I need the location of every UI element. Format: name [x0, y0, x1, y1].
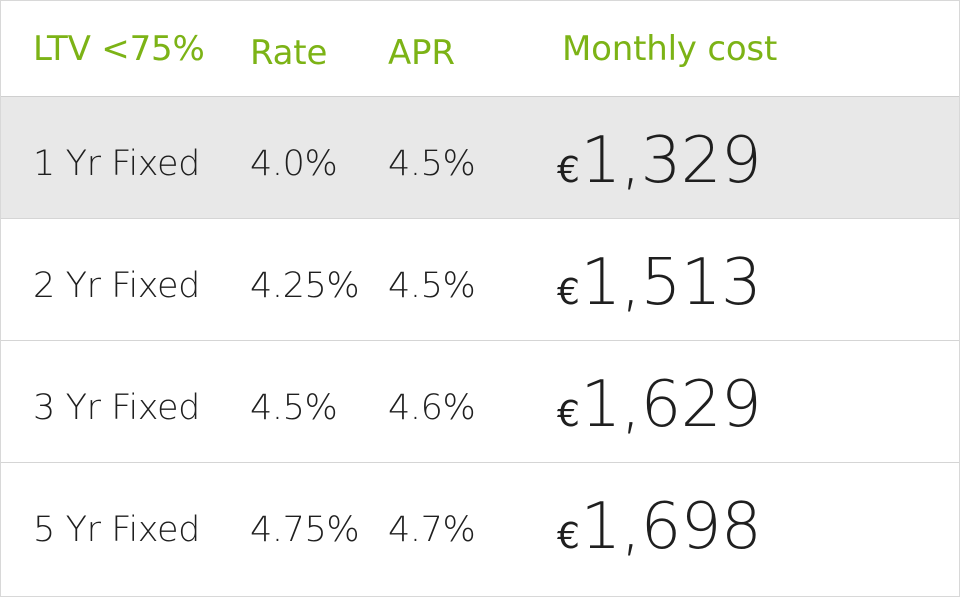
- rate-cell: 4.75%: [250, 510, 360, 550]
- currency-symbol: €: [557, 150, 580, 191]
- monthly-cost-amount: 1,513: [580, 246, 762, 320]
- header-rate: Rate: [250, 33, 328, 73]
- header-ltv: LTV <75%: [33, 29, 205, 69]
- monthly-cost-cell: € 1,329: [557, 124, 762, 198]
- apr-cell: 4.7%: [388, 510, 476, 550]
- term-cell: 2 Yr Fixed: [33, 266, 200, 306]
- rate-cell: 4.5%: [250, 388, 338, 428]
- table-header-row: LTV <75% Rate APR Monthly cost: [1, 1, 959, 97]
- term-cell: 1 Yr Fixed: [33, 144, 200, 184]
- term-cell: 5 Yr Fixed: [33, 510, 200, 550]
- monthly-cost-amount: 1,329: [580, 124, 762, 198]
- table-row-3-yr-fixed[interactable]: 3 Yr Fixed 4.5% 4.6% € 1,629: [1, 341, 959, 463]
- table-row-1-yr-fixed[interactable]: 1 Yr Fixed 4.0% 4.5% € 1,329: [1, 97, 959, 219]
- rate-cell: 4.0%: [250, 144, 338, 184]
- table-row-5-yr-fixed[interactable]: 5 Yr Fixed 4.75% 4.7% € 1,698: [1, 463, 959, 593]
- monthly-cost-cell: € 1,698: [557, 490, 762, 564]
- currency-symbol: €: [557, 516, 580, 557]
- apr-cell: 4.6%: [388, 388, 476, 428]
- apr-cell: 4.5%: [388, 266, 476, 306]
- header-apr: APR: [388, 33, 455, 73]
- monthly-cost-amount: 1,629: [580, 368, 762, 442]
- monthly-cost-cell: € 1,629: [557, 368, 762, 442]
- header-monthly-cost: Monthly cost: [562, 29, 778, 69]
- term-cell: 3 Yr Fixed: [33, 388, 200, 428]
- currency-symbol: €: [557, 272, 580, 313]
- apr-cell: 4.5%: [388, 144, 476, 184]
- monthly-cost-cell: € 1,513: [557, 246, 762, 320]
- currency-symbol: €: [557, 394, 580, 435]
- rate-cell: 4.25%: [250, 266, 360, 306]
- table-row-2-yr-fixed[interactable]: 2 Yr Fixed 4.25% 4.5% € 1,513: [1, 219, 959, 341]
- monthly-cost-amount: 1,698: [580, 490, 762, 564]
